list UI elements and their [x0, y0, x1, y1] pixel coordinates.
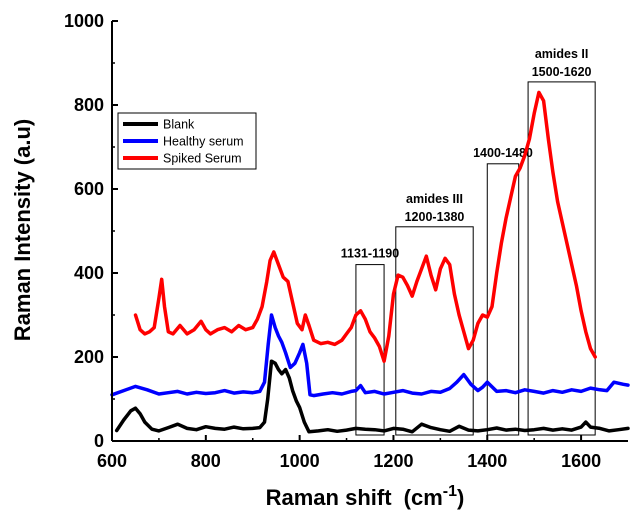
region-box: [486, 163, 520, 436]
series-lines: [110, 90, 630, 434]
x-ticks: 600 800 1000 1200 1400 1600: [97, 435, 601, 471]
x-axis-title-main: Raman shift: [266, 485, 393, 510]
x-tick-label: 1200: [373, 451, 413, 471]
series-line-spiked-serum: [133, 90, 597, 363]
y-tick-label: 1000: [64, 11, 104, 31]
series-line-blank: [114, 359, 630, 434]
x-tick-label: 600: [97, 451, 127, 471]
region-box: [527, 81, 596, 436]
region-label-title: amides II: [535, 47, 589, 61]
y-tick-label: 800: [74, 95, 104, 115]
x-axis-title-unit: (cm: [404, 485, 443, 510]
y-tick-label: 0: [94, 431, 104, 451]
x-axis-title: Raman shift (cm-1): [266, 483, 465, 510]
x-tick-label: 1000: [280, 451, 320, 471]
region-label-title: amides III: [406, 192, 463, 206]
axes: [111, 21, 628, 442]
legend: Blank Healthy serum Spiked Serum: [117, 112, 257, 170]
region-box: [355, 264, 385, 436]
region-label-range: 1500-1620: [532, 65, 592, 79]
series-line-healthy-serum: [110, 313, 630, 398]
legend-label: Healthy serum: [163, 135, 244, 149]
legend-label: Blank: [163, 118, 195, 132]
region-label-range: 1131-1190: [341, 247, 399, 261]
region-label-range: 1400-1480: [473, 146, 533, 160]
y-ticks: 0 200 400 600 800 1000: [64, 11, 118, 451]
y-tick-label: 200: [74, 347, 104, 367]
y-tick-label: 600: [74, 179, 104, 199]
region-annotations: 1131-1190 amides III 1200-1380 1400-1480 ami…: [341, 47, 596, 436]
y-tick-label: 400: [74, 263, 104, 283]
y-axis-title: Raman Intensity (a.u): [10, 119, 35, 341]
x-axis-title-close: ): [457, 485, 464, 510]
x-tick-label: 1600: [561, 451, 601, 471]
legend-label: Spiked Serum: [163, 152, 242, 166]
x-axis-title-exp: -1: [443, 483, 457, 500]
region-label-range: 1200-1380: [405, 210, 465, 224]
x-tick-label: 800: [191, 451, 221, 471]
region-box: [395, 226, 474, 436]
x-tick-label: 1400: [467, 451, 507, 471]
